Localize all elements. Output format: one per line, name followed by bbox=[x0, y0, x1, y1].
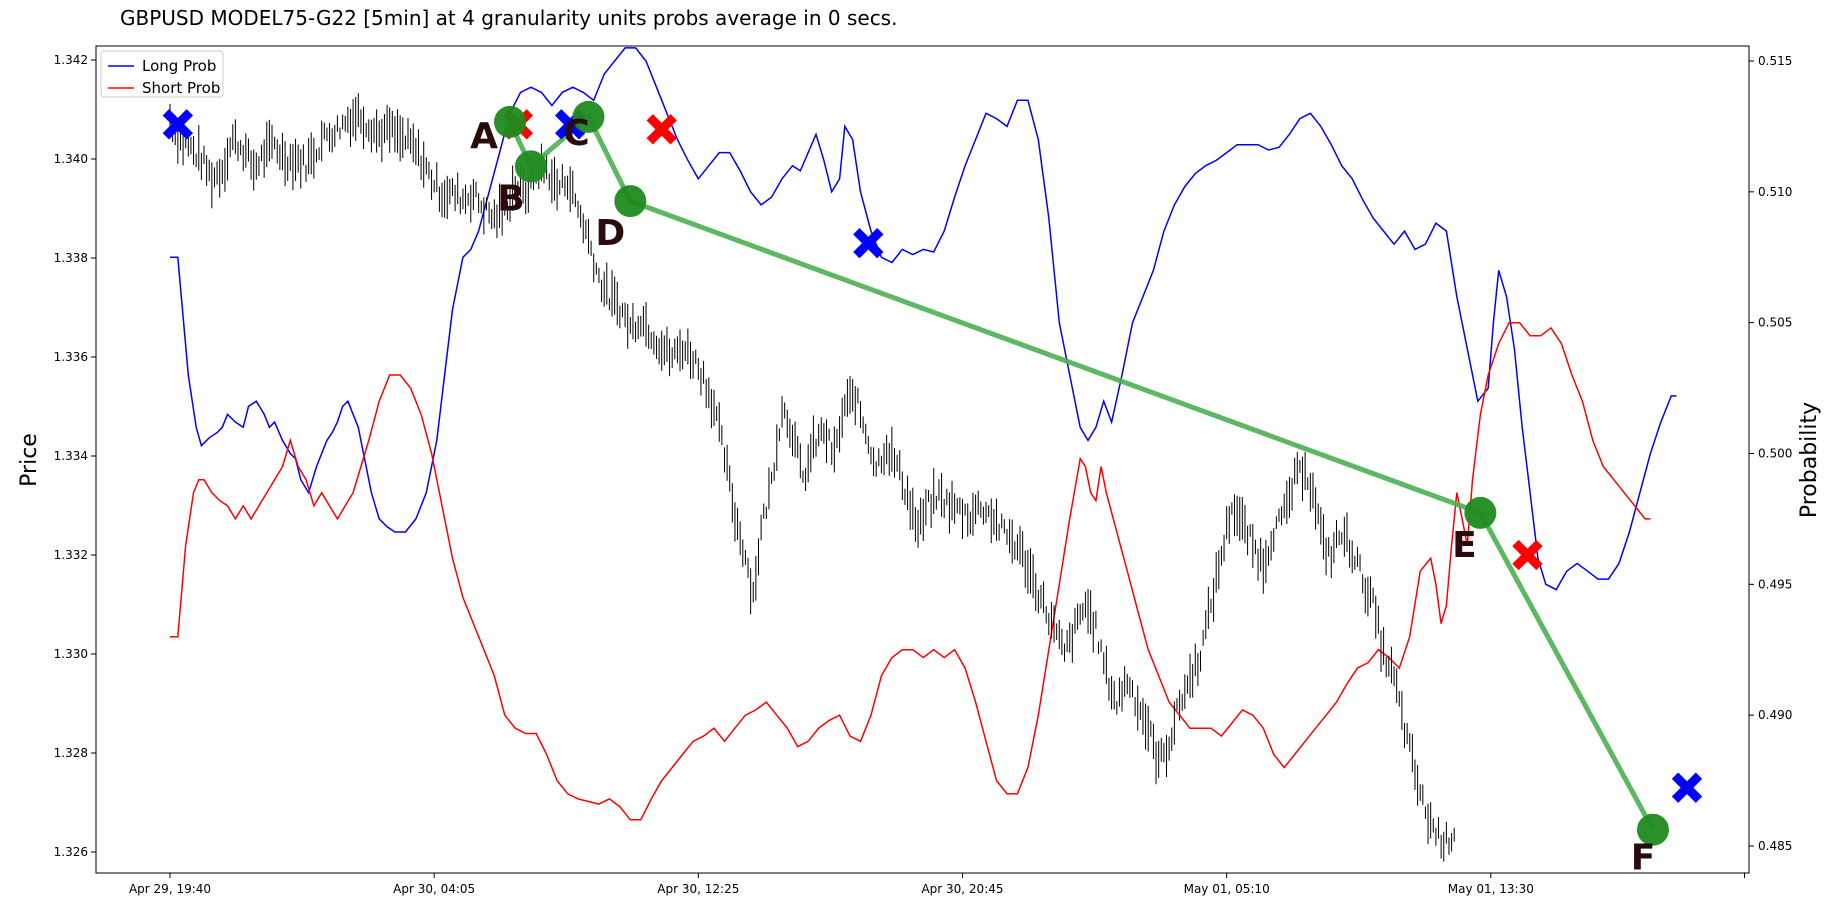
trade-point-f bbox=[1636, 813, 1669, 846]
x-tick-label: May 01, 05:10 bbox=[1184, 882, 1270, 896]
y-right-tick-label: 0.490 bbox=[1758, 708, 1792, 722]
long-entry-x-marker bbox=[162, 109, 194, 140]
y-left-tick-label: 1.332 bbox=[54, 548, 88, 562]
x-tick-label: May 01, 13:30 bbox=[1448, 882, 1534, 896]
price-candles bbox=[169, 93, 1455, 862]
plot-frame bbox=[95, 45, 1750, 874]
y-left-tick-label: 1.342 bbox=[54, 53, 88, 67]
y-left-tick-label: 1.336 bbox=[54, 350, 88, 364]
y-right-tick-label: 0.515 bbox=[1758, 54, 1792, 68]
y-right-tick-label: 0.510 bbox=[1758, 185, 1792, 199]
short-prob-line bbox=[170, 321, 1651, 821]
long-prob-line bbox=[170, 47, 1677, 591]
y-left-tick-label: 1.338 bbox=[54, 251, 88, 265]
trade-label-d: D bbox=[595, 213, 625, 254]
trade-layer: ABC D E F bbox=[162, 100, 1703, 879]
y-axis-right: 0.485 0.490 0.495 0.500 0.505 0.510 0.515 bbox=[1749, 54, 1792, 853]
trade-label-c: C bbox=[563, 113, 589, 154]
trade-label-f: F bbox=[1631, 838, 1656, 879]
chart-title: GBPUSD MODEL75-G22 [5min] at 4 granulari… bbox=[120, 6, 898, 30]
x-tick-label: Apr 30, 12:25 bbox=[657, 882, 739, 896]
y-left-tick-label: 1.328 bbox=[54, 746, 88, 760]
trade-point-d bbox=[614, 185, 647, 218]
y-axis-label-right: Probability bbox=[1797, 402, 1822, 518]
legend-box bbox=[100, 50, 224, 98]
x-tick-label: Apr 30, 20:45 bbox=[921, 882, 1003, 896]
trade-label-b: B bbox=[497, 178, 524, 219]
y-left-tick-label: 1.326 bbox=[54, 845, 88, 859]
trade-point-c bbox=[572, 100, 605, 133]
trade-point-e bbox=[1464, 496, 1497, 529]
trade-path bbox=[507, 112, 1656, 831]
y-right-tick-label: 0.485 bbox=[1758, 839, 1792, 853]
y-left-tick-label: 1.334 bbox=[54, 449, 88, 463]
x-axis: Apr 29, 19:40 Apr 30, 04:05 Apr 30, 12:25 A… bbox=[129, 873, 1746, 896]
y-left-tick-label: 1.340 bbox=[54, 152, 88, 166]
trade-label-a: A bbox=[470, 116, 498, 157]
long-entry-x-marker bbox=[1671, 772, 1703, 803]
legend-label: Short Prob bbox=[142, 79, 220, 97]
short-entry-x-marker bbox=[1512, 539, 1543, 571]
legend: Long Prob Short Prob bbox=[100, 50, 224, 98]
trade-point-a bbox=[494, 105, 527, 138]
y-axis-label-left: Price bbox=[17, 433, 42, 487]
y-right-tick-label: 0.505 bbox=[1758, 316, 1792, 330]
legend-label: Long Prob bbox=[142, 57, 216, 75]
series-layer bbox=[169, 47, 1677, 862]
y-right-tick-label: 0.500 bbox=[1758, 447, 1792, 461]
long-entry-x-marker bbox=[853, 227, 884, 259]
y-left-tick-label: 1.330 bbox=[54, 647, 88, 661]
x-tick-label: Apr 29, 19:40 bbox=[129, 882, 211, 896]
trade-point-b bbox=[514, 150, 547, 183]
trade-label-e: E bbox=[1452, 525, 1477, 566]
short-entry-x-marker bbox=[646, 114, 677, 145]
x-tick-label: Apr 30, 04:05 bbox=[393, 882, 475, 896]
y-axis-left: 1.326 1.328 1.330 1.332 1.334 1.336 1.338 1.340… bbox=[54, 53, 96, 859]
y-right-tick-label: 0.495 bbox=[1758, 577, 1792, 591]
